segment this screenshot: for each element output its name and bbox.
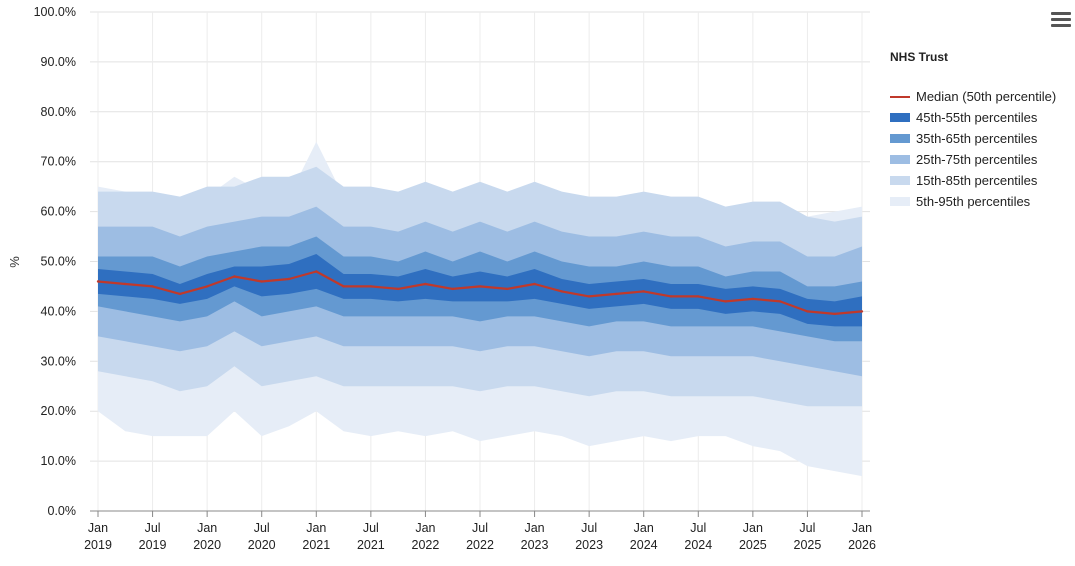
x-tick-month: Jan bbox=[852, 521, 872, 535]
median-point bbox=[560, 290, 564, 293]
x-tick-month: Jul bbox=[363, 521, 379, 535]
x-tick-year: 2023 bbox=[575, 538, 603, 552]
y-tick-label: 20.0% bbox=[41, 404, 76, 418]
median-point bbox=[587, 295, 591, 298]
x-tick-month: Jan bbox=[88, 521, 108, 535]
legend-item-5th-95th-percentiles[interactable]: 5th-95th percentiles bbox=[890, 191, 1072, 212]
x-tick-year: 2019 bbox=[139, 538, 167, 552]
legend-label: Median (50th percentile) bbox=[916, 89, 1057, 104]
median-point bbox=[860, 310, 864, 313]
median-point bbox=[533, 282, 536, 286]
x-tick-year: 2025 bbox=[739, 538, 767, 552]
median-point bbox=[697, 295, 700, 298]
median-point bbox=[233, 275, 236, 278]
x-tick-month: Jan bbox=[197, 521, 217, 535]
legend-swatch bbox=[890, 155, 910, 164]
x-tick-year: 2021 bbox=[302, 538, 330, 552]
median-point bbox=[751, 297, 755, 301]
median-point bbox=[342, 285, 345, 288]
legend-item-35th-65th-percentiles[interactable]: 35th-65th percentiles bbox=[890, 128, 1072, 149]
legend-label: 45th-55th percentiles bbox=[916, 110, 1038, 125]
median-point bbox=[506, 287, 509, 291]
x-tick-year: 2022 bbox=[412, 538, 440, 552]
x-tick-year: 2023 bbox=[521, 538, 549, 552]
legend-swatch bbox=[890, 113, 910, 122]
x-tick-month: Jul bbox=[145, 521, 161, 535]
y-tick-label: 80.0% bbox=[41, 105, 76, 119]
median-point bbox=[833, 312, 836, 316]
legend-swatch bbox=[890, 197, 910, 206]
y-tick-label: 90.0% bbox=[41, 55, 76, 69]
median-point bbox=[642, 290, 645, 293]
band-45th-55th-percentiles bbox=[98, 254, 862, 327]
y-tick-label: 70.0% bbox=[41, 155, 76, 169]
legend-swatch bbox=[890, 176, 910, 185]
y-tick-label: 60.0% bbox=[41, 205, 76, 219]
x-tick-year: 2021 bbox=[357, 538, 385, 552]
legend-swatch bbox=[890, 95, 910, 98]
legend-swatch bbox=[890, 134, 910, 143]
legend: NHS Trust Median (50th percentile) 45th-5… bbox=[890, 50, 1072, 212]
x-tick-year: 2026 bbox=[848, 538, 876, 552]
legend-item-median-50th-percentile-[interactable]: Median (50th percentile) bbox=[890, 86, 1072, 107]
legend-label: 25th-75th percentiles bbox=[916, 152, 1038, 167]
median-point bbox=[96, 280, 100, 283]
legend-label: 5th-95th percentiles bbox=[916, 194, 1031, 209]
x-tick-month: Jan bbox=[743, 521, 763, 535]
median-point bbox=[424, 282, 427, 286]
y-tick-label: 50.0% bbox=[41, 255, 76, 269]
median-point bbox=[287, 277, 291, 281]
x-tick-month: Jul bbox=[472, 521, 488, 535]
x-axis-ticks: Jan 2019 Jul 2019 Jan 2020 Jul 2020 Jan 2021 Jul 20… bbox=[84, 510, 876, 552]
x-tick-month: Jul bbox=[690, 521, 706, 535]
x-tick-month: Jan bbox=[634, 521, 654, 535]
median-point bbox=[724, 300, 727, 303]
median-point bbox=[451, 287, 454, 291]
legend-label: 15th-85th percentiles bbox=[916, 173, 1038, 188]
y-tick-label: 0.0% bbox=[48, 504, 77, 518]
x-tick-year: 2019 bbox=[84, 538, 112, 552]
x-tick-month: Jan bbox=[524, 521, 544, 535]
x-tick-year: 2020 bbox=[193, 538, 221, 552]
x-tick-month: Jul bbox=[254, 521, 270, 535]
x-tick-year: 2022 bbox=[466, 538, 494, 552]
legend-title: NHS Trust bbox=[890, 50, 949, 64]
y-axis-title: % bbox=[7, 256, 22, 268]
x-tick-year: 2025 bbox=[794, 538, 822, 552]
median-point bbox=[178, 292, 182, 296]
legend-item-15th-85th-percentiles[interactable]: 15th-85th percentiles bbox=[890, 170, 1072, 191]
x-tick-month: Jul bbox=[581, 521, 597, 535]
y-tick-label: 40.0% bbox=[41, 304, 76, 318]
median-point bbox=[778, 300, 782, 303]
median-point bbox=[124, 282, 127, 286]
median-point bbox=[396, 287, 400, 291]
x-tick-year: 2024 bbox=[630, 538, 658, 552]
legend-item-45th-55th-percentiles[interactable]: 45th-55th percentiles bbox=[890, 107, 1072, 128]
median-point bbox=[260, 280, 263, 283]
hamburger-menu-icon[interactable] bbox=[1051, 12, 1071, 30]
median-point bbox=[315, 270, 318, 273]
x-tick-year: 2024 bbox=[684, 538, 712, 552]
median-point bbox=[369, 285, 373, 288]
x-tick-month: Jan bbox=[306, 521, 326, 535]
median-point bbox=[478, 285, 482, 288]
legend-label: 35th-65th percentiles bbox=[916, 131, 1038, 146]
median-point bbox=[205, 285, 209, 288]
y-tick-label: 10.0% bbox=[41, 454, 76, 468]
x-tick-month: Jan bbox=[415, 521, 435, 535]
median-point bbox=[669, 295, 673, 298]
median-series bbox=[96, 270, 864, 316]
x-tick-year: 2020 bbox=[248, 538, 276, 552]
x-tick-month: Jul bbox=[799, 521, 815, 535]
median-point bbox=[615, 292, 618, 296]
y-tick-label: 100.0% bbox=[34, 5, 76, 19]
median-point bbox=[151, 285, 154, 288]
percentile-bands bbox=[98, 141, 862, 477]
legend-item-25th-75th-percentiles[interactable]: 25th-75th percentiles bbox=[890, 149, 1072, 170]
y-axis-ticks: 0.0% 10.0% 20.0% 30.0% 40.0% 50.0% 60.0% 70.0% 8… bbox=[34, 5, 76, 518]
y-tick-label: 30.0% bbox=[41, 354, 76, 368]
median-point bbox=[806, 310, 809, 313]
